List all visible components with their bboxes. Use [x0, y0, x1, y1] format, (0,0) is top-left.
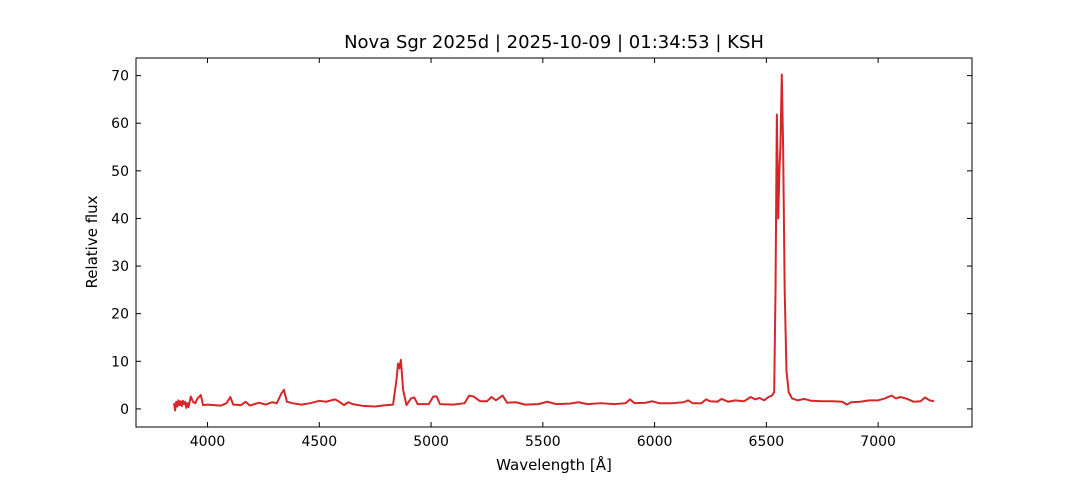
y-axis-label: Relative flux: [83, 195, 101, 288]
x-tick-label: 5000: [413, 434, 449, 450]
x-tick-label: 7000: [860, 434, 896, 450]
x-tick-label: 6000: [637, 434, 673, 450]
y-tick-label: 20: [111, 307, 129, 323]
x-tick-label: 6500: [749, 434, 785, 450]
y-tick-label: 40: [111, 211, 129, 227]
y-tick-label: 70: [111, 69, 129, 85]
y-tick-label: 10: [111, 354, 129, 370]
x-tick-label: 4500: [301, 434, 337, 450]
y-tick-label: 30: [111, 259, 129, 275]
y-tick-label: 50: [111, 164, 129, 180]
x-tick-label: 5500: [525, 434, 561, 450]
plot-frame: [135, 57, 973, 428]
y-tick-label: 60: [111, 116, 129, 132]
chart-title: Nova Sgr 2025d | 2025-10-09 | 01:34:53 |…: [344, 32, 764, 53]
x-axis-label: Wavelength [Å]: [496, 455, 612, 474]
x-tick-label: 4000: [190, 434, 226, 450]
y-tick-label: 0: [120, 402, 129, 418]
spectrum-line: [173, 73, 935, 412]
